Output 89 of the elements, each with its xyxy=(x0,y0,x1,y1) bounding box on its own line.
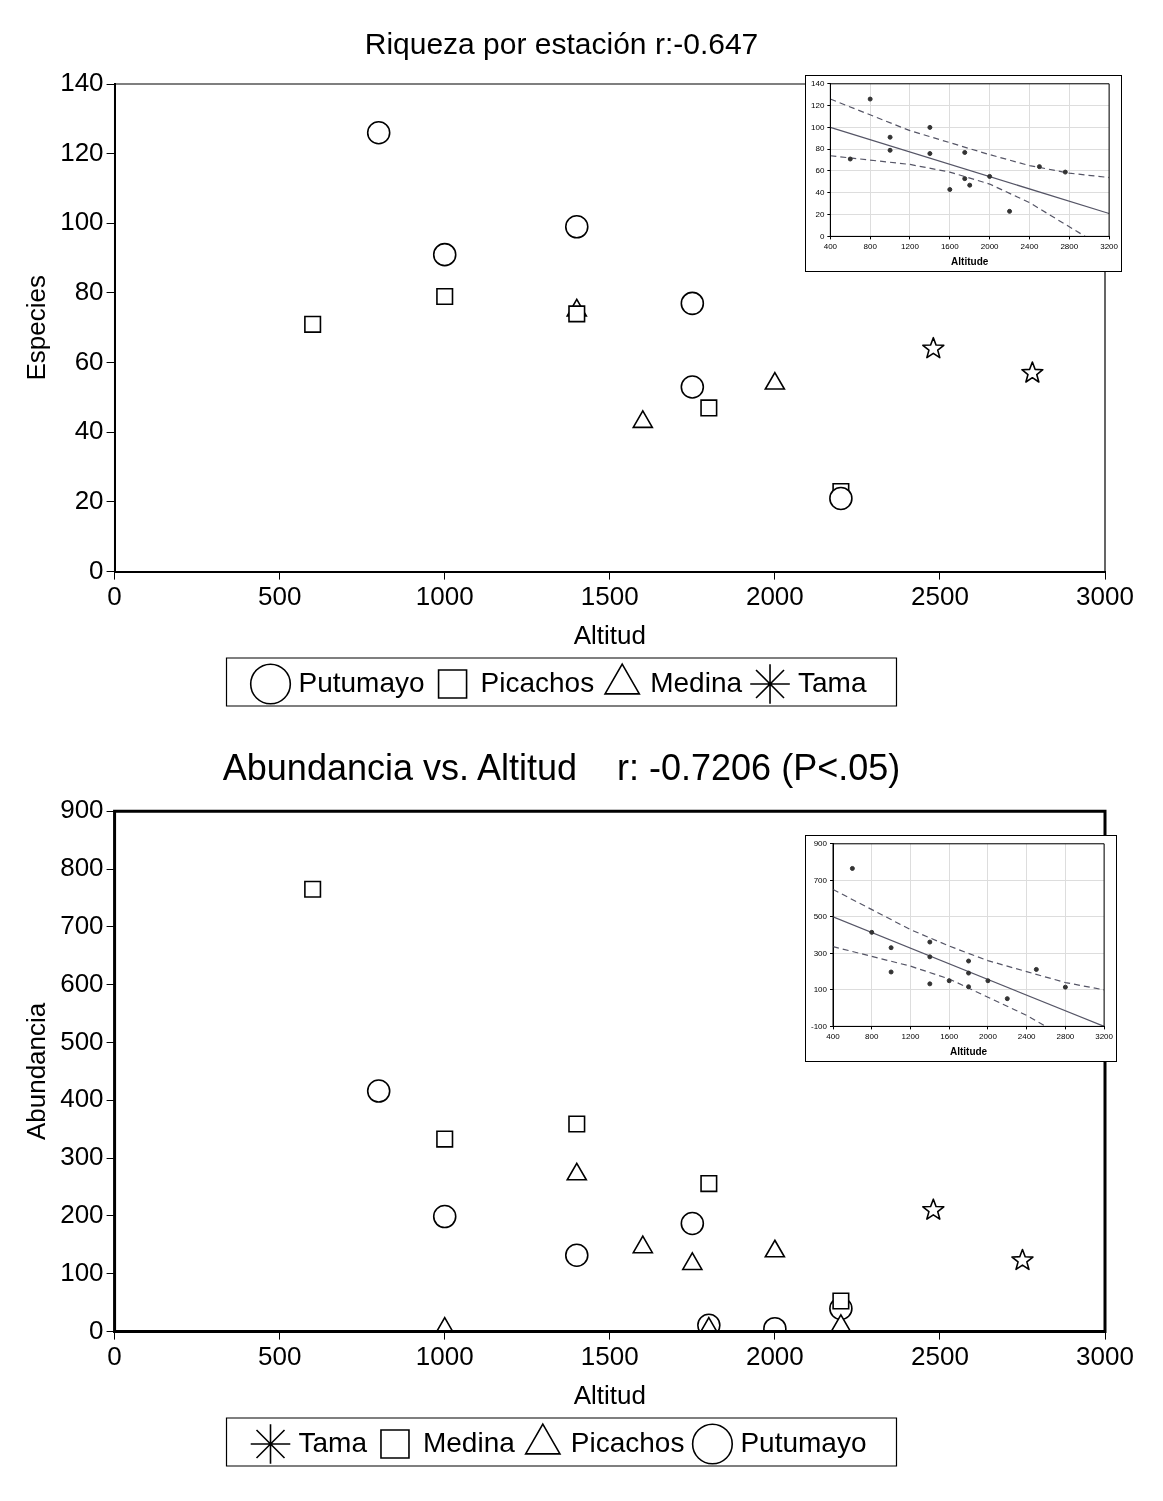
y-tick-label: 40 xyxy=(815,188,825,197)
legend-label: Putumayo xyxy=(740,1426,867,1458)
point xyxy=(680,375,705,399)
x-tick-label: 2500 xyxy=(911,1341,969,1372)
legend-label: Medina xyxy=(650,666,743,698)
y-tick-label: 140 xyxy=(810,79,825,88)
y-tick-label: 100 xyxy=(813,985,828,995)
y-tick-label: 120 xyxy=(810,100,825,110)
y-tick-label: 300 xyxy=(60,1141,104,1172)
point xyxy=(432,242,457,267)
point xyxy=(304,315,322,333)
y-tick-label: 200 xyxy=(60,1199,104,1230)
legend-label: Tama xyxy=(298,1426,368,1458)
y-tick-label: 120 xyxy=(60,136,104,167)
x-axis-title: Altitude xyxy=(951,255,989,267)
x-tick-label: 3200 xyxy=(1095,1032,1114,1042)
legend-label: Putumayo xyxy=(298,666,425,698)
x-tick-label: 1200 xyxy=(901,1032,920,1042)
x-axis-title: Altitude xyxy=(949,1045,988,1057)
x-tick-label: 1000 xyxy=(415,581,474,612)
x-tick-label: 2800 xyxy=(1060,242,1079,252)
x-tick-label: 500 xyxy=(257,581,302,612)
x-tick-label: 2800 xyxy=(1056,1032,1075,1042)
y-tick-label: 20 xyxy=(74,485,104,516)
y-tick-label: 60 xyxy=(815,166,825,176)
y-tick-label: 40 xyxy=(74,415,104,446)
legend-label: Medina xyxy=(422,1426,516,1458)
y-tick-label: 100 xyxy=(60,206,104,237)
legend-label: Picachos xyxy=(570,1426,685,1458)
line-series xyxy=(830,155,1086,237)
y-tick-label: 20 xyxy=(815,209,825,219)
x-tick-label: 2000 xyxy=(745,581,804,612)
legend-label: Picachos xyxy=(480,666,595,698)
x-tick-label: 500 xyxy=(257,1341,302,1372)
y-tick-label: 600 xyxy=(60,967,104,998)
y-tick-label: -100 xyxy=(811,1021,828,1031)
x-tick-label: 2500 xyxy=(911,581,969,612)
point xyxy=(680,291,705,316)
x-tick-label: 2000 xyxy=(979,1032,998,1042)
x-tick-label: 800 xyxy=(863,242,878,252)
x-tick-label: 1500 xyxy=(580,1341,639,1372)
y-tick-label: 80 xyxy=(74,276,104,307)
y-tick-label: 300 xyxy=(813,948,828,958)
y-axis-title: Especies xyxy=(20,275,51,381)
y-tick-label: 700 xyxy=(60,910,104,941)
point xyxy=(436,287,454,306)
x-tick-label: 3000 xyxy=(1076,1341,1134,1372)
x-tick-label: 3000 xyxy=(1076,581,1134,612)
y-tick-label: 900 xyxy=(813,839,828,848)
point xyxy=(922,336,945,359)
x-tick-label: 3200 xyxy=(1100,242,1119,252)
legend-label: Tama xyxy=(798,666,867,698)
point xyxy=(564,215,589,239)
chart-title: Abundancia vs. Altitud r: -0.7206 (P<.05) xyxy=(222,746,901,788)
x-axis-title: Altitud xyxy=(573,619,646,650)
x-tick-label: 400 xyxy=(823,242,838,252)
x-tick-label: 1500 xyxy=(580,581,639,612)
y-tick-label: 0 xyxy=(89,554,104,585)
y-tick-label: 60 xyxy=(74,345,104,376)
point xyxy=(700,399,718,417)
x-tick-label: 1600 xyxy=(940,1032,959,1042)
x-tick-label: 800 xyxy=(865,1032,879,1042)
x-tick-label: 1200 xyxy=(901,242,920,252)
point xyxy=(829,486,853,511)
y-tick-label: 100 xyxy=(60,1256,104,1287)
y-tick-label: 900 xyxy=(60,794,104,825)
point xyxy=(568,305,586,323)
line-series xyxy=(833,946,1047,1027)
x-tick-label: 2000 xyxy=(980,242,1000,252)
chart-title: Riqueza por estación r:-0.647 xyxy=(364,27,759,61)
y-tick-label: 100 xyxy=(810,122,825,132)
point xyxy=(1021,361,1044,383)
x-tick-label: 2000 xyxy=(745,1341,804,1372)
x-tick-label: 2400 xyxy=(1020,242,1039,252)
y-tick-label: 700 xyxy=(813,875,828,885)
x-tick-label: 2400 xyxy=(1017,1032,1037,1042)
y-tick-label: 500 xyxy=(813,912,828,922)
y-tick-label: 80 xyxy=(815,144,825,154)
x-tick-label: 1000 xyxy=(415,1341,474,1372)
x-axis-title: Altitud xyxy=(573,1379,646,1410)
x-tick-label: 400 xyxy=(826,1032,841,1042)
y-axis-title: Abundancia xyxy=(20,1002,51,1141)
y-tick-label: 0 xyxy=(819,231,825,241)
y-tick-label: 400 xyxy=(60,1083,104,1114)
y-tick-label: 800 xyxy=(60,852,104,883)
x-tick-label: 1600 xyxy=(940,242,960,252)
y-tick-label: 140 xyxy=(60,67,104,98)
point xyxy=(366,120,391,145)
y-tick-label: 0 xyxy=(89,1314,104,1345)
